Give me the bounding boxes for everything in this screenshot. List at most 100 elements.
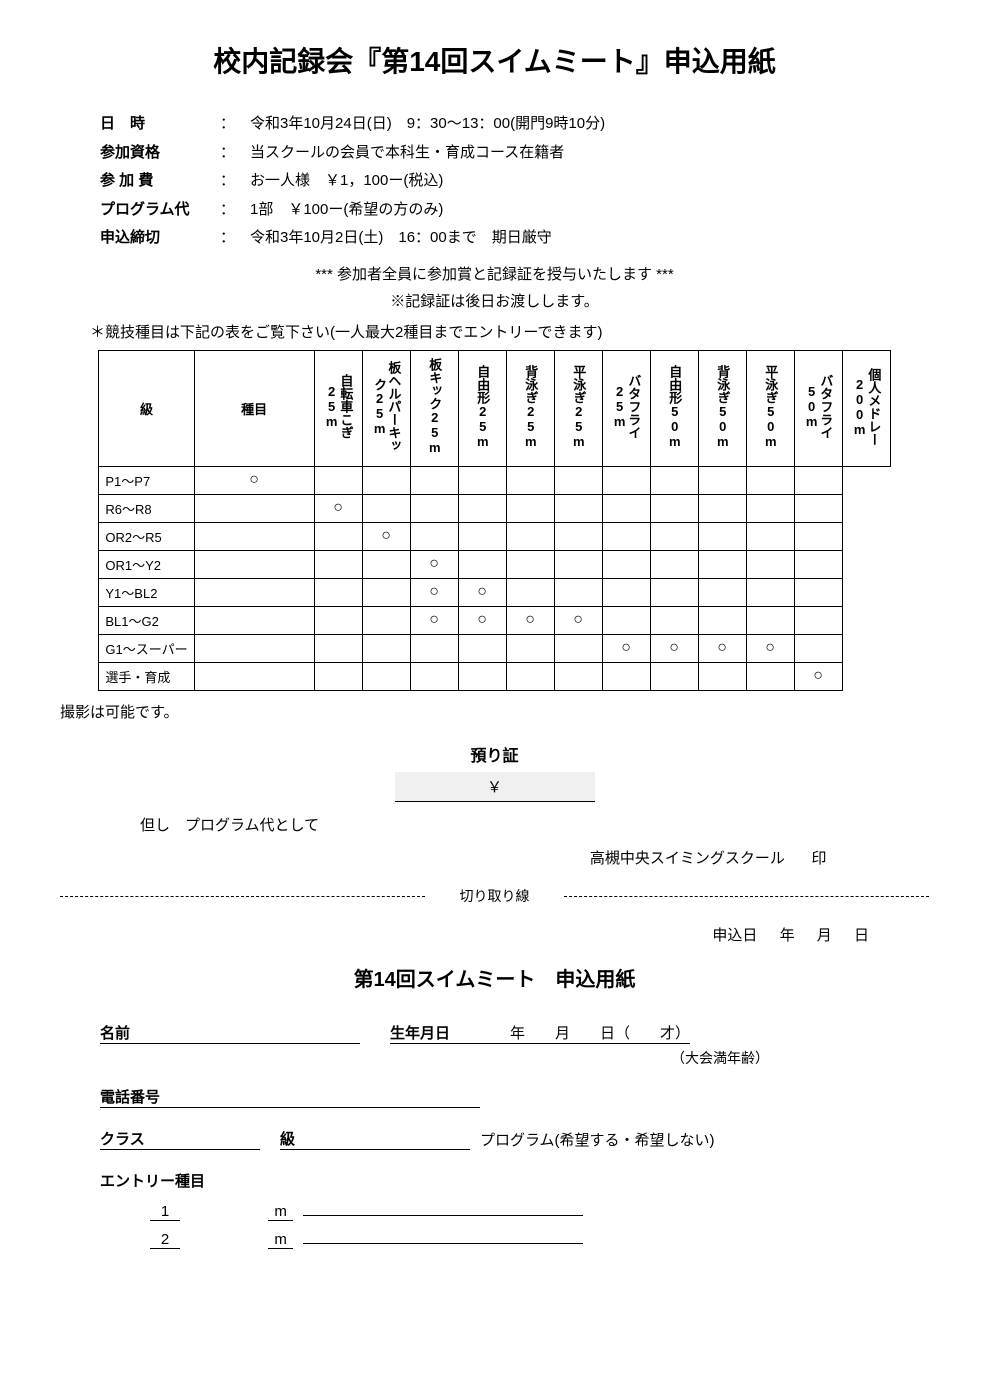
col-head: 平泳ぎ50m: [746, 350, 794, 466]
level-cell: OR1～Y2: [99, 550, 194, 578]
mark-cell: [410, 522, 458, 550]
entry-event-2[interactable]: [303, 1243, 583, 1244]
mark-cell: ○: [410, 606, 458, 634]
cut-line: 切り取り線: [60, 886, 929, 906]
receipt-note: 但し プログラム代として: [140, 814, 929, 835]
mark-cell: [602, 522, 650, 550]
grade-field[interactable]: [310, 1128, 470, 1150]
mark-cell: [410, 494, 458, 522]
mark-cell: [506, 494, 554, 522]
record-later-note: ※記録証は後日お渡しします。: [60, 290, 929, 311]
mark-cell: [194, 494, 314, 522]
mark-cell: ○: [554, 606, 602, 634]
mark-cell: [698, 606, 746, 634]
mark-cell: [746, 522, 794, 550]
col-head: 自由形25m: [458, 350, 506, 466]
age-field[interactable]: [630, 1022, 660, 1044]
col-head: バタフライ25m: [602, 350, 650, 466]
mark-cell: ○: [410, 550, 458, 578]
col-head: 自転車こぎ25m: [314, 350, 362, 466]
qual-label: 参加資格: [100, 139, 220, 168]
mark-cell: [314, 522, 362, 550]
date-label: 日 時: [100, 110, 220, 139]
age-suffix: 才）: [660, 1022, 690, 1044]
entry-m-1[interactable]: m: [268, 1203, 293, 1221]
mark-cell: [458, 522, 506, 550]
name-label: 名前: [100, 1022, 180, 1044]
mark-cell: ○: [506, 606, 554, 634]
entry-m-2[interactable]: m: [268, 1231, 293, 1249]
mark-cell: [194, 550, 314, 578]
mark-cell: [650, 578, 698, 606]
mark-cell: [314, 634, 362, 662]
birth-year-field[interactable]: [470, 1022, 510, 1044]
mark-cell: [362, 466, 410, 494]
mark-cell: [314, 550, 362, 578]
prog-value: 1部 ￥100ー(希望の方のみ): [250, 196, 929, 225]
mark-cell: [506, 578, 554, 606]
entry-row-2: 2 m: [150, 1231, 889, 1249]
mark-cell: ○: [458, 606, 506, 634]
col-head: 背泳ぎ25m: [506, 350, 554, 466]
level-cell: OR2～R5: [99, 522, 194, 550]
level-cell: R6～R8: [99, 494, 194, 522]
mark-cell: ○: [650, 634, 698, 662]
year-label: 年: [510, 1022, 525, 1044]
level-cell: BL1～G2: [99, 606, 194, 634]
mark-cell: ○: [794, 662, 842, 690]
mark-cell: [506, 522, 554, 550]
receipt-block: 預り証 ￥: [60, 742, 929, 802]
month-label: 月: [555, 1022, 570, 1044]
class-label: クラス: [100, 1128, 160, 1150]
mark-cell: [362, 578, 410, 606]
mark-cell: [362, 494, 410, 522]
birth-month-field[interactable]: [525, 1022, 555, 1044]
see-table-note: ＊競技種目は下記の表をご覧下さい(一人最大2種目までエントリーできます): [90, 321, 929, 342]
level-cell: 選手・育成: [99, 662, 194, 690]
name-header: 種目: [194, 350, 314, 466]
birth-label: 生年月日: [390, 1022, 470, 1044]
program-choice[interactable]: プログラム(希望する・希望しない): [480, 1129, 715, 1150]
name-field[interactable]: [180, 1022, 360, 1044]
mark-cell: [506, 634, 554, 662]
fee-label: 参 加 費: [100, 167, 220, 196]
award-note: *** 参加者全員に参加賞と記録証を授与いたします ***: [60, 263, 929, 284]
mark-cell: [362, 550, 410, 578]
receipt-title: 預り証: [60, 742, 929, 766]
col-head: 個人メドレー200m: [842, 350, 890, 466]
mark-cell: [362, 634, 410, 662]
mark-cell: [458, 662, 506, 690]
row-header: 級: [99, 350, 194, 466]
col-head: 自由形50m: [650, 350, 698, 466]
mark-cell: [362, 606, 410, 634]
mark-cell: [794, 606, 842, 634]
receipt-school: 高槻中央スイミングスクール 印: [60, 847, 849, 868]
seal-label: 印: [789, 847, 849, 868]
mark-cell: [698, 550, 746, 578]
mark-cell: [554, 634, 602, 662]
level-cell: P1～P7: [99, 466, 194, 494]
phone-label: 電話番号: [100, 1086, 180, 1108]
mark-cell: [602, 578, 650, 606]
mark-cell: [602, 606, 650, 634]
mark-cell: [698, 662, 746, 690]
mark-cell: [194, 662, 314, 690]
mark-cell: [650, 606, 698, 634]
class-field[interactable]: [160, 1128, 260, 1150]
mark-cell: [746, 466, 794, 494]
mark-cell: ○: [698, 634, 746, 662]
mark-cell: [794, 634, 842, 662]
mark-cell: [194, 634, 314, 662]
mark-cell: [194, 522, 314, 550]
entry-event-1[interactable]: [303, 1215, 583, 1216]
phone-field[interactable]: [180, 1086, 480, 1108]
mark-cell: [506, 550, 554, 578]
birth-day-field[interactable]: [570, 1022, 600, 1044]
photo-note: 撮影は可能です。: [60, 701, 929, 722]
receipt-amount[interactable]: ￥: [395, 772, 595, 802]
qual-value: 当スクールの会員で本科生・育成コース在籍者: [250, 139, 929, 168]
mark-cell: [554, 522, 602, 550]
mark-cell: [794, 466, 842, 494]
mark-cell: [410, 634, 458, 662]
mark-cell: [746, 494, 794, 522]
